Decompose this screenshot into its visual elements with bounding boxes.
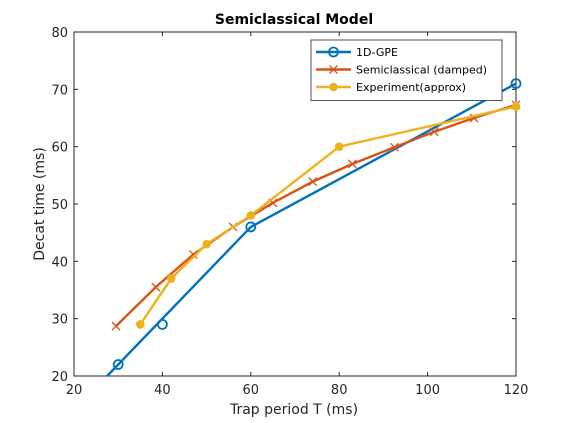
data-point [510,78,522,89]
y-tick-label: 20 [51,370,68,385]
y-tick-label: 80 [51,26,68,41]
series-1 [111,100,521,331]
x-tick-label: 100 [415,383,440,398]
data-point [246,211,256,220]
series-line [106,82,517,377]
data-point [111,321,121,331]
data-point [348,159,357,169]
legend-label: Semiclassical (damped) [356,64,487,77]
y-tick-label: 50 [51,198,68,213]
x-tick-label: 120 [504,383,529,398]
data-point [308,177,318,187]
data-point [245,221,257,233]
data-point [389,142,399,152]
legend-marker [328,46,339,58]
series-0 [106,78,522,377]
legend-label: 1D-GPE [356,46,398,59]
data-point [151,282,161,292]
series-2 [136,102,521,329]
x-tick-label: 80 [331,383,348,398]
data-point [136,320,145,329]
x-axis-label: Trap period T (ms) [229,402,358,418]
data-point [156,318,168,330]
data-point [334,142,344,151]
y-tick-label: 40 [51,255,68,270]
series-layer [106,78,522,377]
data-point [166,274,176,283]
data-point [429,127,439,137]
data-point [112,359,124,370]
axes: 20 40 60 80 100 120 20 30 40 50 60 70 80 [51,26,528,398]
legend: 1D-GPE Semiclassical (damped) Experiment(a… [310,39,503,101]
data-point [202,239,211,249]
x-tick-label: 20 [66,383,83,398]
x-tick-label: 40 [154,383,171,398]
series-line [139,105,517,326]
legend-marker [329,82,338,92]
legend-label: Experiment(approx) [356,81,466,94]
y-tick-label: 70 [51,83,68,98]
legend-marker [329,65,338,74]
y-tick-label: 30 [51,313,68,328]
y-axis-label: Decat time (ms) [32,147,48,261]
y-tick-label: 60 [51,141,68,156]
chart-title: Semiclassical Model [215,12,373,28]
data-point [188,249,198,259]
x-tick-label: 60 [243,383,260,398]
data-point [511,102,521,111]
